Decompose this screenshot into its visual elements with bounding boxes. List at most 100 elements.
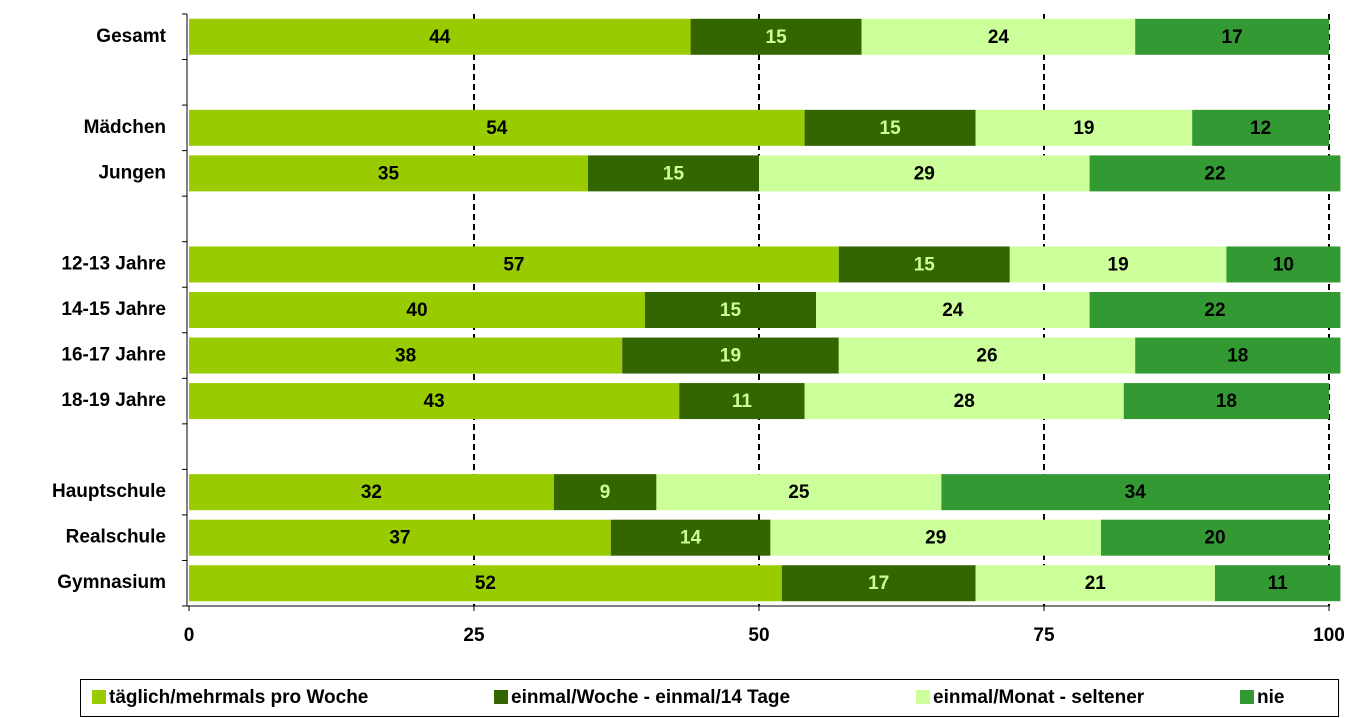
x-tick-label: 50 xyxy=(748,625,769,646)
data-label: 15 xyxy=(766,27,788,48)
data-label: 22 xyxy=(1204,163,1225,184)
x-tick-label: 25 xyxy=(463,625,485,646)
y-tick-label: 16-17 Jahre xyxy=(61,345,166,366)
bar-segment xyxy=(189,383,680,420)
data-label: 37 xyxy=(389,528,410,549)
bar-segment xyxy=(189,565,782,602)
bar-segment xyxy=(1089,155,1341,192)
data-label: 18 xyxy=(1216,391,1237,412)
y-tick-label: Mädchen xyxy=(84,117,166,138)
data-label: 18 xyxy=(1227,346,1248,367)
bar-segment xyxy=(1226,246,1341,283)
bar-segment xyxy=(189,292,645,328)
data-label: 11 xyxy=(732,391,753,412)
bar-segment xyxy=(941,474,1329,511)
bar-segment xyxy=(1101,519,1329,556)
data-label: 14 xyxy=(680,528,702,549)
y-tick-label: 14-15 Jahre xyxy=(61,299,166,320)
bar-segment xyxy=(189,246,839,283)
bar-segment xyxy=(645,292,816,328)
bar-segment xyxy=(610,519,771,556)
data-label: 17 xyxy=(868,573,889,594)
bar-segment xyxy=(588,155,759,192)
data-label: 11 xyxy=(1268,573,1289,594)
bar-segment xyxy=(189,474,554,511)
bar-segment xyxy=(770,519,1101,556)
data-label: 19 xyxy=(720,346,741,367)
data-label: 10 xyxy=(1273,254,1294,275)
legend-marker xyxy=(494,690,508,704)
legend-marker xyxy=(92,690,106,704)
bar-segment xyxy=(679,383,805,420)
data-label: 19 xyxy=(1073,118,1094,139)
data-label: 24 xyxy=(988,27,1010,48)
data-label: 29 xyxy=(914,163,935,184)
bar-segment xyxy=(189,519,611,556)
bar-segment xyxy=(975,565,1215,602)
bar-segment xyxy=(1135,337,1341,374)
bar-segment xyxy=(1192,109,1329,146)
legend-label: einmal/Woche - einmal/14 Tage xyxy=(511,687,790,708)
bar-segment xyxy=(816,292,1090,328)
bar-segment xyxy=(656,474,942,511)
y-tick-label: 18-19 Jahre xyxy=(61,390,166,411)
data-label: 15 xyxy=(663,163,685,184)
bar-segment xyxy=(781,565,976,602)
bar-segment xyxy=(838,246,1010,283)
bar-segment xyxy=(622,337,839,374)
bar-segment xyxy=(189,109,805,146)
legend-label: täglich/mehrmals pro Woche xyxy=(109,687,368,708)
bar-segment xyxy=(189,337,623,374)
legend-marker xyxy=(916,690,930,704)
y-tick-label: Realschule xyxy=(66,527,166,548)
data-label: 24 xyxy=(942,300,964,321)
bar-segment xyxy=(553,474,657,511)
data-label: 44 xyxy=(429,27,451,48)
bar-segment xyxy=(1009,246,1227,283)
y-tick-label: Gesamt xyxy=(96,26,166,47)
y-tick-label: Hauptschule xyxy=(52,481,166,502)
data-label: 32 xyxy=(361,482,382,503)
data-label: 52 xyxy=(475,573,496,594)
bar-segment xyxy=(838,337,1136,374)
data-label: 9 xyxy=(600,482,611,503)
bar-segment xyxy=(189,155,588,192)
data-label: 25 xyxy=(788,482,810,503)
bar-segment xyxy=(759,155,1090,192)
data-label: 26 xyxy=(976,346,997,367)
legend-label: nie xyxy=(1257,687,1284,708)
bar-segment xyxy=(1089,292,1341,328)
legend-marker xyxy=(1240,690,1254,704)
bar-segment xyxy=(804,383,1124,420)
data-label: 57 xyxy=(503,254,524,275)
data-label: 43 xyxy=(424,391,445,412)
legend-box xyxy=(80,679,1339,717)
bar-segment xyxy=(690,18,862,55)
x-tick-label: 75 xyxy=(1033,625,1055,646)
data-label: 22 xyxy=(1204,300,1225,321)
data-label: 12 xyxy=(1250,118,1271,139)
data-label: 19 xyxy=(1108,254,1129,275)
bar-segment xyxy=(189,18,691,55)
data-label: 15 xyxy=(880,118,902,139)
data-label: 29 xyxy=(925,528,946,549)
y-tick-label: 12-13 Jahre xyxy=(61,253,166,274)
y-tick-label: Gymnasium xyxy=(57,572,166,593)
data-label: 28 xyxy=(954,391,975,412)
y-tick-label: Jungen xyxy=(98,162,166,183)
data-label: 21 xyxy=(1085,573,1107,594)
bar-segment xyxy=(1215,565,1341,602)
legend-label: einmal/Monat - seltener xyxy=(933,687,1145,708)
bar-segment xyxy=(861,18,1136,55)
data-label: 15 xyxy=(720,300,742,321)
data-label: 34 xyxy=(1125,482,1147,503)
data-label: 40 xyxy=(406,300,427,321)
data-label: 17 xyxy=(1222,27,1243,48)
data-label: 15 xyxy=(914,254,936,275)
bar-segment xyxy=(1135,18,1329,55)
bar-segment xyxy=(804,109,976,146)
data-label: 35 xyxy=(378,163,400,184)
data-label: 20 xyxy=(1204,528,1225,549)
data-label: 38 xyxy=(395,346,416,367)
